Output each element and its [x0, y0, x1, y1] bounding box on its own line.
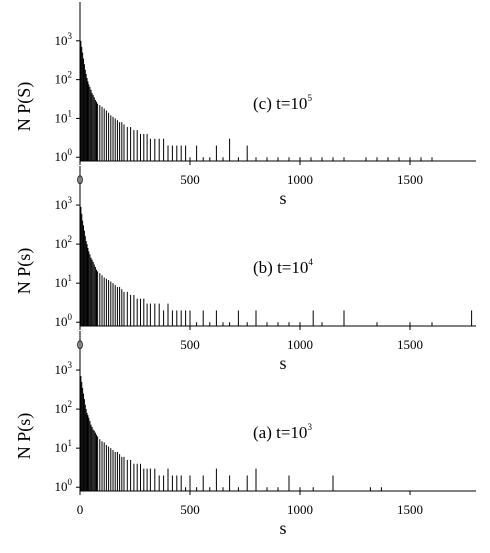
y-tick-base: 10 [55, 236, 68, 251]
y-tick-exponent: 3 [68, 360, 73, 370]
y-tick-base: 10 [55, 149, 68, 164]
y-tick-label: 103 [55, 195, 73, 212]
annotation-exponent: 5 [307, 93, 312, 103]
x-axis-title: s [279, 188, 286, 208]
x-axis-title: s [279, 518, 286, 538]
y-tick-label: 100 [55, 147, 73, 164]
y-axis-title: N P(s) [14, 413, 35, 460]
x-tick-label: 1000 [287, 172, 313, 187]
y-tick-label: 102 [55, 70, 73, 87]
y-tick-base: 10 [55, 72, 68, 87]
y-tick-exponent: 0 [68, 477, 73, 487]
x-axis-title: s [279, 353, 286, 373]
y-tick-base: 10 [55, 33, 68, 48]
x-tick-label: 1500 [397, 337, 423, 352]
x-tick-label: 500 [180, 502, 200, 517]
annotation: (c) t=105 [253, 93, 312, 113]
y-tick-label: 100 [55, 312, 73, 329]
y-tick-exponent: 3 [68, 31, 73, 41]
x-tick-label: 1500 [397, 172, 423, 187]
y-tick-exponent: 2 [68, 399, 73, 409]
y-tick-label: 103 [55, 31, 73, 48]
y-tick-base: 10 [55, 110, 68, 125]
y-axis-title: N P(S) [14, 82, 35, 132]
y-tick-base: 10 [55, 401, 68, 416]
y-tick-exponent: 1 [68, 273, 73, 283]
y-tick-base: 10 [55, 479, 68, 494]
x-tick-label: 1500 [397, 502, 423, 517]
y-tick-label: 103 [55, 360, 73, 377]
y-tick-base: 10 [55, 314, 68, 329]
annotation-exponent: 4 [308, 257, 313, 267]
annotation-text: (c) t=10 [253, 94, 307, 113]
y-tick-exponent: 1 [68, 438, 73, 448]
y-tick-label: 102 [55, 399, 73, 416]
annotation: (a) t=103 [253, 422, 312, 442]
y-tick-label: 100 [55, 477, 73, 494]
y-tick-exponent: 2 [68, 234, 73, 244]
y-tick-label: 102 [55, 234, 73, 251]
y-tick-exponent: 0 [68, 147, 73, 157]
annotation: (b) t=104 [253, 257, 313, 277]
x-tick-label: 0 [77, 502, 84, 517]
y-tick-label: 101 [55, 438, 73, 455]
annotation-text: (b) t=10 [253, 258, 308, 277]
y-tick-base: 10 [55, 275, 68, 290]
y-tick-label: 101 [55, 108, 73, 125]
y-tick-exponent: 3 [68, 195, 73, 205]
y-tick-base: 10 [55, 440, 68, 455]
x-tick-label: 500 [180, 172, 200, 187]
y-tick-exponent: 2 [68, 70, 73, 80]
annotation-text: (a) t=10 [253, 423, 307, 442]
y-tick-label: 101 [55, 273, 73, 290]
x-tick-label: 1000 [287, 337, 313, 352]
x-tick-label: 1000 [287, 502, 313, 517]
y-axis-title: N P(s) [14, 248, 35, 295]
annotation-exponent: 3 [307, 422, 312, 432]
y-tick-exponent: 1 [68, 108, 73, 118]
x-tick-label: 500 [180, 337, 200, 352]
y-tick-base: 10 [55, 197, 68, 212]
y-tick-base: 10 [55, 362, 68, 377]
y-tick-exponent: 0 [68, 312, 73, 322]
